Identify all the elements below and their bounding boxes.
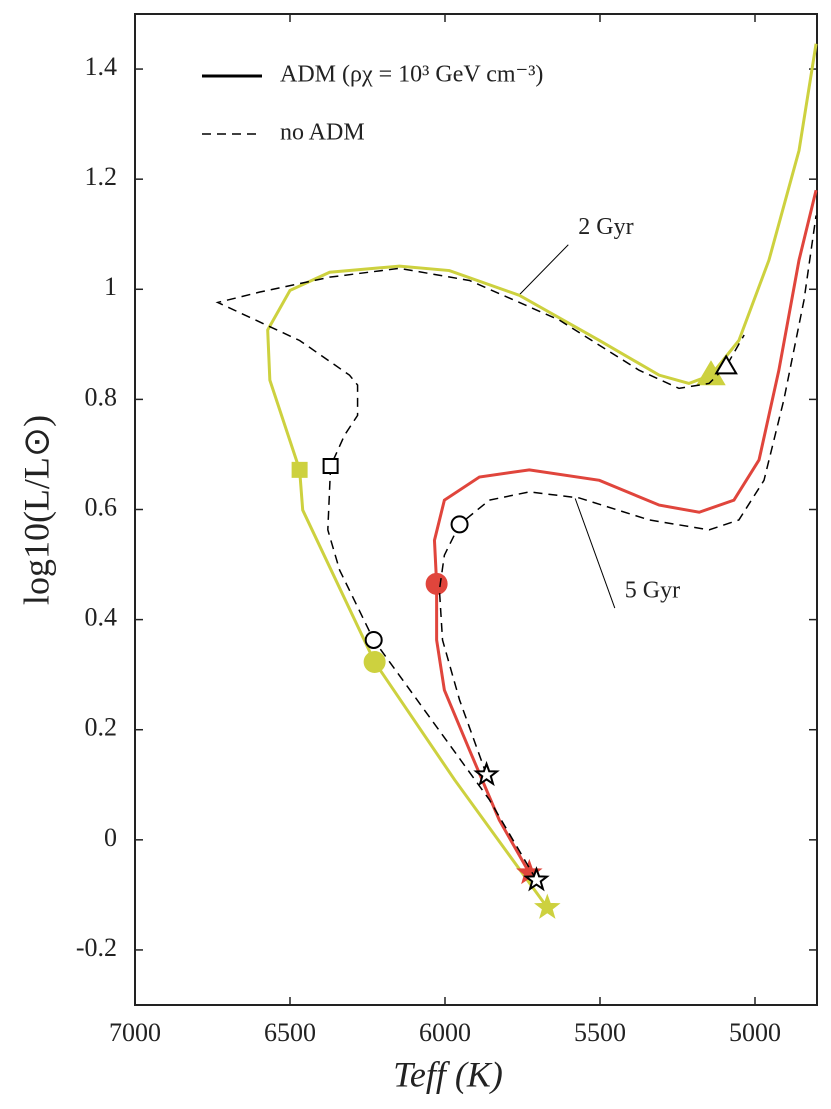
y-tick-label: 0.6 (85, 492, 118, 521)
marker-triangle (714, 354, 738, 375)
x-tick-label: 7000 (109, 1018, 161, 1047)
x-tick-label: 6500 (264, 1018, 316, 1047)
y-tick-label: 0.2 (85, 713, 118, 742)
legend-label: ADM (ρχ = 10³ GeV cm⁻³) (280, 62, 543, 88)
y-tick-label: 0 (104, 823, 117, 852)
annotation: 2 Gyr (578, 214, 633, 240)
marker-circle (425, 572, 448, 595)
marker-star (534, 893, 561, 919)
x-tick-label: 6000 (419, 1018, 471, 1047)
y-tick-label: 1 (104, 272, 117, 301)
y-tick-label: 0.4 (85, 603, 118, 632)
annotation: 5 Gyr (625, 578, 680, 604)
y-tick-label: 1.2 (85, 162, 118, 191)
marker-star (523, 866, 550, 892)
marker-circle (364, 630, 383, 649)
marker-circle (363, 651, 386, 674)
y-tick-label: 1.4 (85, 52, 118, 81)
marker-square (322, 458, 339, 475)
legend-label: no ADM (280, 120, 365, 146)
x-tick-label: 5500 (574, 1018, 626, 1047)
x-tick-label: 5000 (729, 1018, 781, 1047)
y-tick-label: 0.8 (85, 382, 118, 411)
marker-circle (450, 515, 469, 534)
annotation-leader (519, 244, 569, 296)
series-line (432, 189, 818, 874)
marker-star (473, 760, 500, 787)
y-axis-label: log10(L/L⊙) (16, 415, 56, 605)
plot-frame (134, 13, 818, 1006)
x-axis-label: Teff (K) (393, 1054, 503, 1094)
marker-square (291, 461, 308, 478)
y-tick-label: -0.2 (76, 933, 117, 962)
series-line (438, 215, 817, 776)
series-line (215, 267, 745, 881)
annotation-leader (574, 498, 616, 609)
series-line (266, 43, 818, 909)
